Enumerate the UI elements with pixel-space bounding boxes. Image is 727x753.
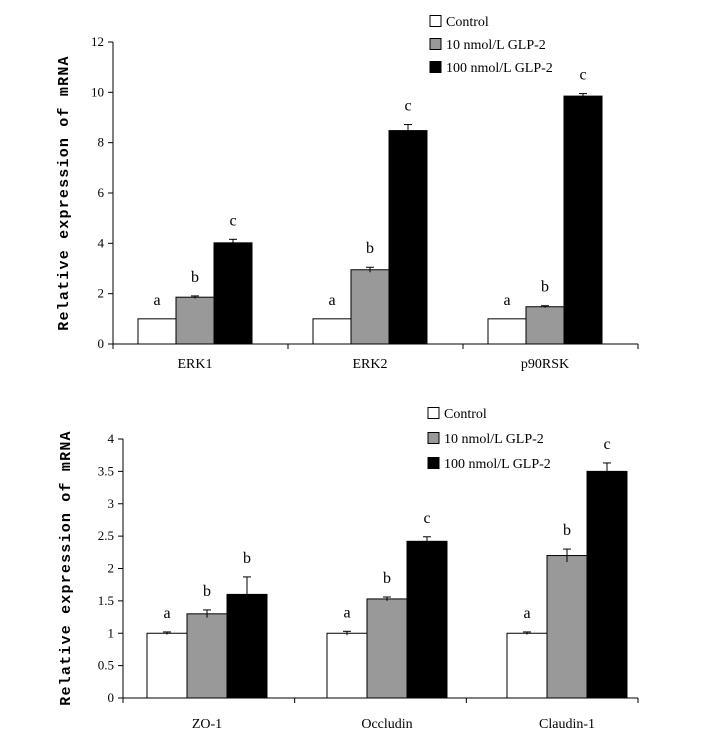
bar-control bbox=[326, 632, 368, 699]
y-tick-label: 3.5 bbox=[98, 463, 114, 478]
significance-letter: c bbox=[229, 212, 236, 229]
bar-glp2-100 bbox=[388, 130, 428, 345]
bar-glp2-10 bbox=[525, 306, 565, 345]
bar-glp2-10 bbox=[350, 269, 390, 345]
significance-letter: b bbox=[243, 550, 251, 567]
x-category-label: p90RSK bbox=[521, 357, 569, 372]
bar-glp2-10 bbox=[366, 598, 408, 699]
y-tick-label: 0 bbox=[98, 336, 105, 351]
y-tick-label: 2.5 bbox=[98, 528, 114, 543]
y-tick-label: 0 bbox=[108, 690, 115, 705]
significance-letter: a bbox=[153, 292, 160, 309]
bottom-chart: 0 0.5 1 1.5 2 2.5 3 3.5 4 Relative expression of … bbox=[58, 407, 639, 732]
significance-letter: b bbox=[541, 279, 549, 296]
y-axis-label: Relative expression of mRNA bbox=[56, 55, 73, 330]
legend-swatch bbox=[429, 15, 442, 27]
legend-swatch bbox=[429, 61, 442, 73]
bar-glp2-10 bbox=[546, 555, 588, 699]
y-tick-label: 12 bbox=[91, 34, 104, 49]
y-tick-label: 6 bbox=[98, 185, 105, 200]
y-tick-label: 8 bbox=[98, 135, 105, 150]
top-chart: 0 2 4 6 8 10 12 Relative expression of mRNA a b c E… bbox=[56, 15, 639, 372]
x-category-label: ERK2 bbox=[353, 357, 388, 372]
y-tick-label: 4 bbox=[108, 431, 115, 446]
bar-control bbox=[137, 318, 177, 345]
significance-letter: b bbox=[383, 570, 391, 587]
y-tick-label: 3 bbox=[108, 496, 115, 511]
y-tick-label: 2 bbox=[98, 286, 105, 301]
y-tick-label: 4 bbox=[98, 235, 105, 250]
significance-letter: a bbox=[343, 604, 350, 621]
legend-swatch bbox=[427, 432, 440, 444]
significance-letter: b bbox=[563, 522, 571, 539]
bar-control bbox=[506, 632, 548, 699]
legend: Control 10 nmol/L GLP-2 100 nmol/L GLP-2 bbox=[429, 15, 553, 76]
x-category-label: ZO-1 bbox=[192, 717, 222, 732]
significance-letter: c bbox=[423, 510, 430, 527]
significance-letter: c bbox=[404, 98, 411, 115]
legend-label: 10 nmol/L GLP-2 bbox=[446, 38, 546, 53]
y-axis-label: Relative expression of mRNA bbox=[58, 430, 75, 705]
bar-glp2-10 bbox=[186, 613, 228, 699]
significance-letter: a bbox=[163, 605, 170, 622]
legend-swatch bbox=[427, 407, 440, 419]
significance-letter: b bbox=[366, 240, 374, 257]
bar-control bbox=[146, 632, 188, 699]
legend-label: 100 nmol/L GLP-2 bbox=[444, 457, 551, 472]
y-tick-label: 1.5 bbox=[98, 593, 114, 608]
bar-control bbox=[487, 318, 527, 345]
bar-glp2-100 bbox=[213, 242, 253, 345]
legend: Control 10 nmol/L GLP-2 100 nmol/L GLP-2 bbox=[427, 407, 551, 472]
y-tick-label: 1 bbox=[108, 625, 115, 640]
legend-swatch bbox=[427, 457, 440, 469]
y-tick-label: 2 bbox=[108, 561, 115, 576]
x-category-label: Occludin bbox=[361, 717, 412, 732]
x-category-label: Claudin-1 bbox=[539, 717, 595, 732]
legend-label: 10 nmol/L GLP-2 bbox=[444, 432, 544, 447]
y-tick-label: 10 bbox=[91, 84, 104, 99]
significance-letter: a bbox=[328, 292, 335, 309]
significance-letter: a bbox=[503, 292, 510, 309]
legend-label: Control bbox=[446, 15, 489, 30]
significance-letter: c bbox=[603, 436, 610, 453]
y-tick-label: 0.5 bbox=[98, 658, 114, 673]
x-category-label: ERK1 bbox=[178, 357, 213, 372]
bar-glp2-10 bbox=[175, 296, 215, 345]
legend-label: 100 nmol/L GLP-2 bbox=[446, 61, 553, 76]
bar-glp2-100 bbox=[563, 95, 603, 345]
bar-control bbox=[312, 318, 352, 345]
legend-swatch bbox=[429, 38, 442, 50]
significance-letter: c bbox=[579, 67, 586, 84]
bar-glp2-100 bbox=[406, 540, 448, 699]
legend-label: Control bbox=[444, 407, 487, 422]
bar-glp2-100 bbox=[586, 470, 628, 699]
significance-letter: b bbox=[203, 583, 211, 600]
significance-letter: b bbox=[191, 269, 199, 286]
significance-letter: a bbox=[523, 605, 530, 622]
